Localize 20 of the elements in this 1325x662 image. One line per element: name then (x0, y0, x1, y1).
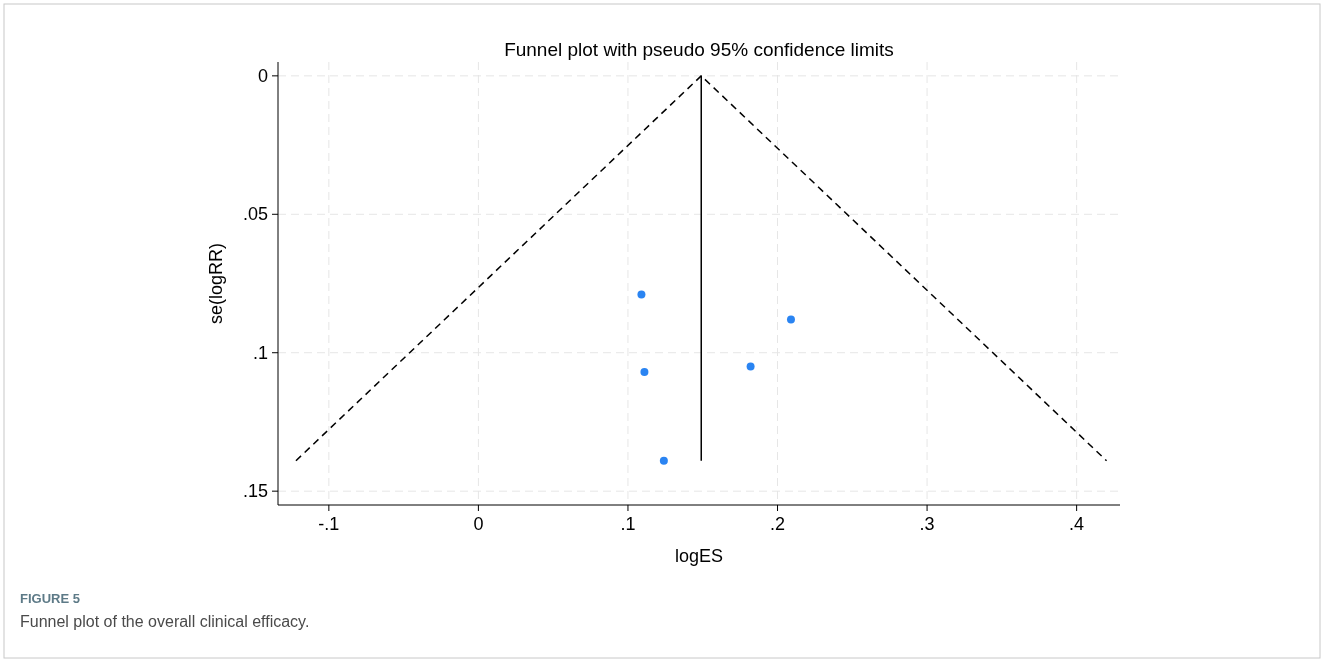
x-tick-label: .3 (919, 514, 935, 534)
point (786, 315, 795, 324)
point (637, 290, 646, 299)
point (659, 456, 668, 465)
x-tick-label: -.1 (318, 514, 340, 534)
text: Funnel plot of the overall clinical efficacy. (20, 613, 310, 630)
y-tick-label: .15 (242, 481, 268, 502)
x-tick-label: .1 (620, 514, 636, 534)
x-tick-label: 0 (473, 514, 484, 534)
x-tick-label: .2 (770, 514, 786, 534)
y-tick-label: 0 (257, 65, 268, 86)
y-axis-title: se(logRR) (206, 242, 226, 325)
y-tick-label: .1 (252, 342, 268, 363)
chart-title: Funnel plot with pseudo 95% confidence limits (504, 39, 894, 60)
caption: FIGURE 5 (20, 591, 80, 606)
point (746, 362, 755, 371)
x-axis-title: logES (674, 546, 724, 566)
point (640, 368, 649, 377)
y-tick-label: .05 (242, 204, 268, 225)
x-tick-label: .4 (1069, 514, 1085, 534)
